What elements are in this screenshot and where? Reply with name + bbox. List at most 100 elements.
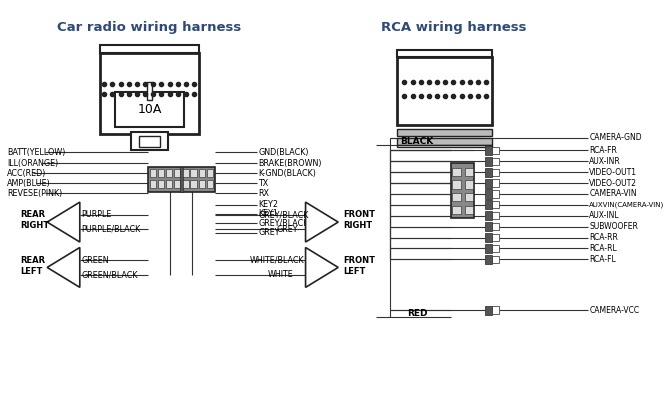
Text: VIDEO-OUT2: VIDEO-OUT2 (589, 179, 637, 188)
Bar (158, 169, 164, 177)
Text: AUXVIN(CAMERA-VIN): AUXVIN(CAMERA-VIN) (589, 201, 664, 208)
Bar (147, 81, 152, 100)
Text: WHITE: WHITE (267, 270, 293, 279)
Text: PURPLE: PURPLE (82, 210, 112, 219)
Text: GREY: GREY (259, 228, 280, 237)
Text: ILL(ORANGE): ILL(ORANGE) (7, 159, 59, 168)
Bar (465, 193, 473, 201)
Text: REAR: REAR (20, 210, 45, 219)
Bar (492, 256, 499, 263)
Bar (174, 180, 180, 188)
Bar (485, 255, 492, 264)
Bar (397, 57, 492, 125)
Bar (397, 145, 492, 147)
Bar (485, 146, 492, 155)
Bar (158, 180, 164, 188)
Bar (100, 45, 200, 53)
Bar (485, 157, 492, 166)
Bar (492, 245, 499, 252)
Text: RCA-RR: RCA-RR (589, 233, 618, 242)
Text: AUX-INL: AUX-INL (589, 211, 620, 220)
Text: GREY/BLACK: GREY/BLACK (259, 219, 309, 228)
Bar (132, 132, 168, 151)
Bar (452, 206, 461, 214)
Bar (485, 189, 492, 199)
Text: 10A: 10A (138, 103, 162, 116)
Bar (492, 234, 499, 241)
Text: FRONT: FRONT (344, 210, 376, 219)
Bar (150, 180, 156, 188)
Text: RED: RED (407, 309, 428, 318)
Bar (180, 167, 183, 192)
Bar (452, 180, 461, 188)
Bar (397, 129, 492, 136)
Bar (485, 200, 492, 209)
Text: WHITE/BLACK: WHITE/BLACK (249, 256, 304, 265)
Text: RX: RX (259, 188, 269, 197)
Bar (166, 169, 172, 177)
Bar (485, 233, 492, 242)
Text: TX: TX (259, 179, 269, 188)
Text: FRONT: FRONT (344, 256, 376, 265)
Text: RCA-RL: RCA-RL (589, 244, 617, 253)
Text: K-GND(BLACK): K-GND(BLACK) (259, 168, 317, 177)
Bar (174, 169, 180, 177)
Text: Car radio wiring harness: Car radio wiring harness (57, 21, 242, 34)
Bar (199, 169, 205, 177)
Bar (492, 168, 499, 176)
Bar (148, 167, 215, 192)
Bar (182, 169, 189, 177)
Bar (485, 179, 492, 188)
Bar (199, 180, 205, 188)
Bar (100, 53, 200, 134)
Bar (492, 147, 499, 154)
Bar (492, 212, 499, 219)
Text: AMP(BLUE): AMP(BLUE) (7, 179, 51, 188)
Text: AUX-INR: AUX-INR (589, 157, 621, 166)
Bar (397, 50, 492, 57)
Text: SUBWOOFER: SUBWOOFER (589, 222, 638, 231)
Text: LEFT: LEFT (344, 267, 366, 276)
Text: BATT(YELLOW): BATT(YELLOW) (7, 148, 66, 157)
Bar (465, 180, 473, 188)
Bar (485, 222, 492, 231)
Bar (190, 180, 197, 188)
Text: RIGHT: RIGHT (344, 221, 373, 230)
Polygon shape (305, 202, 338, 242)
Bar (492, 179, 499, 187)
Text: CAMERA-GND: CAMERA-GND (589, 133, 642, 142)
Bar (397, 138, 492, 145)
Text: CAMERA-VIN: CAMERA-VIN (589, 190, 637, 199)
Text: LEFT: LEFT (20, 267, 43, 276)
Text: RCA-FL: RCA-FL (589, 255, 616, 264)
Text: RCA-FR: RCA-FR (589, 146, 617, 155)
Bar (492, 306, 499, 314)
Bar (485, 211, 492, 220)
Text: ACC(RED): ACC(RED) (7, 168, 47, 177)
Bar (139, 136, 160, 147)
Text: RIGHT: RIGHT (20, 221, 49, 230)
Bar (485, 306, 492, 315)
Bar (485, 244, 492, 253)
Text: GND(BLACK): GND(BLACK) (259, 148, 309, 157)
Polygon shape (305, 247, 338, 287)
Text: GREEN/BLACK: GREEN/BLACK (82, 270, 138, 279)
Text: REVESE(PINK): REVESE(PINK) (7, 188, 63, 197)
Text: KEY2: KEY2 (259, 200, 279, 209)
Bar (166, 180, 172, 188)
Bar (465, 168, 473, 176)
Bar (207, 180, 213, 188)
Text: BRAKE(BROWN): BRAKE(BROWN) (259, 159, 322, 168)
Bar (465, 206, 473, 214)
Bar (150, 169, 156, 177)
Text: VIDEO-OUT1: VIDEO-OUT1 (589, 168, 637, 177)
Polygon shape (47, 247, 80, 287)
Bar (207, 169, 213, 177)
Bar (451, 163, 474, 218)
Bar (492, 190, 499, 198)
Bar (492, 223, 499, 230)
Text: GREY: GREY (277, 225, 298, 234)
Text: CAMERA-VCC: CAMERA-VCC (589, 306, 640, 315)
Text: PURPLE/BLACK: PURPLE/BLACK (82, 225, 141, 234)
Text: REAR: REAR (20, 256, 45, 265)
